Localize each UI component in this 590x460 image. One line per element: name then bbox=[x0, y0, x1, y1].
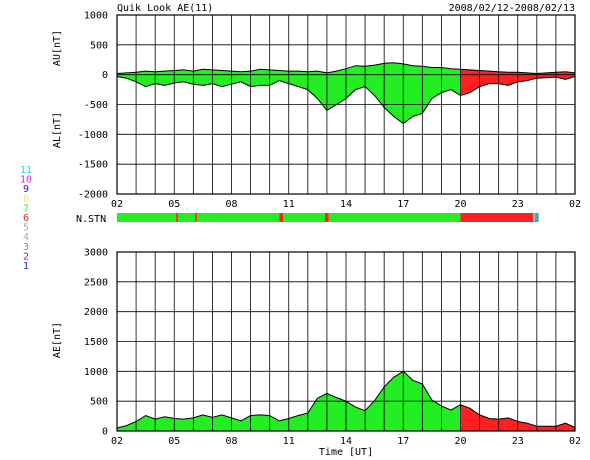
ae-ytick-label: 3000 bbox=[84, 248, 108, 259]
nstn-segment bbox=[460, 213, 534, 222]
ae-xtick-label: 23 bbox=[512, 436, 524, 447]
legend-entry-9: 9 bbox=[23, 184, 29, 195]
au-al-xtick-label: 02 bbox=[569, 199, 581, 210]
legend-entry-4: 4 bbox=[23, 232, 29, 243]
au-al-xtick-label: 05 bbox=[168, 199, 180, 210]
ae-xtick-label: 08 bbox=[225, 436, 237, 447]
nstn-segment bbox=[279, 213, 284, 222]
nstn-label: N.STN bbox=[76, 214, 106, 225]
legend-entry-5: 5 bbox=[23, 223, 29, 234]
nstn-segment bbox=[325, 213, 329, 222]
au-al-panel: 1000 500 0 -500 -1000 -1500 -2000 02 05 08 11 14 17… bbox=[52, 11, 581, 211]
ae-ytick-label: 0 bbox=[102, 427, 108, 438]
au-al-xtick-label: 23 bbox=[512, 199, 524, 210]
au-al-xtick-label: 20 bbox=[454, 199, 466, 210]
nstn-segment bbox=[117, 213, 177, 222]
nstn-segment bbox=[197, 213, 280, 222]
ae-frame bbox=[116, 251, 576, 432]
x-axis-label: Time [UT] bbox=[319, 447, 373, 458]
nstn-segment bbox=[195, 213, 198, 222]
ae-xtick-label: 05 bbox=[168, 436, 180, 447]
ae-xtick-label: 14 bbox=[340, 436, 352, 447]
nstn-segment bbox=[178, 213, 196, 222]
legend-entry-3: 3 bbox=[23, 242, 29, 253]
au-al-ytick-label: 0 bbox=[102, 70, 108, 81]
au-al-xtick-label: 17 bbox=[397, 199, 409, 210]
legend-entry-10: 10 bbox=[20, 175, 32, 186]
au-al-ytick-label: -500 bbox=[84, 100, 108, 111]
au-al-xtick-label: 02 bbox=[111, 199, 123, 210]
au-al-frame bbox=[116, 14, 576, 195]
au-axis-label: AU[nT] bbox=[52, 30, 63, 66]
au-al-xtick-label: 14 bbox=[340, 199, 352, 210]
ae-ytick-label: 2500 bbox=[84, 277, 108, 288]
ae-xtick-label: 02 bbox=[569, 436, 581, 447]
au-al-series-1-area-red bbox=[460, 74, 575, 96]
legend-entry-8: 8 bbox=[23, 194, 29, 205]
chart-title: Quik Look AE(11) bbox=[117, 3, 213, 14]
au-al-xtick-label: 11 bbox=[283, 199, 295, 210]
ae-panel: 3000 2500 2000 1500 1000 500 0 02 05 08 11 14 17 20 2… bbox=[52, 248, 581, 459]
nstn-segment bbox=[283, 213, 326, 222]
au-al-ytick-label: -1500 bbox=[78, 160, 108, 171]
au-al-ytick-label: -1000 bbox=[78, 130, 108, 141]
ae-ytick-label: 1500 bbox=[84, 337, 108, 348]
ae-axis-label: AE[nT] bbox=[52, 322, 63, 358]
au-al-ytick-label: 500 bbox=[90, 40, 108, 51]
al-axis-label: AL[nT] bbox=[52, 112, 63, 148]
ae-ytick-label: 500 bbox=[90, 397, 108, 408]
ae-xtick-label: 02 bbox=[111, 436, 123, 447]
legend-entry-2: 2 bbox=[23, 251, 29, 262]
legend-entry-7: 7 bbox=[23, 203, 29, 214]
au-al-ytick-label: -2000 bbox=[78, 190, 108, 201]
nstn-segment bbox=[534, 213, 539, 222]
date-range: 2008/02/12-2008/02/13 bbox=[449, 3, 575, 14]
station-count-bar: N.STN bbox=[76, 213, 539, 225]
ae-ytick-label: 1000 bbox=[84, 367, 108, 378]
au-al-xtick-label: 08 bbox=[225, 199, 237, 210]
au-al-ytick-label: 1000 bbox=[84, 11, 108, 22]
ae-xtick-label: 20 bbox=[454, 436, 466, 447]
legend-entry-6: 6 bbox=[23, 213, 29, 224]
nstn-segment bbox=[328, 213, 461, 222]
nstn-segment bbox=[176, 213, 179, 222]
ae-xtick-label: 11 bbox=[283, 436, 295, 447]
ae-series-0-area-red bbox=[460, 404, 575, 431]
ae-xtick-label: 17 bbox=[397, 436, 409, 447]
nstn-segment bbox=[533, 213, 535, 222]
ae-ytick-label: 2000 bbox=[84, 307, 108, 318]
legend-entry-1: 1 bbox=[23, 261, 29, 272]
legend-entry-11: 11 bbox=[20, 165, 32, 176]
